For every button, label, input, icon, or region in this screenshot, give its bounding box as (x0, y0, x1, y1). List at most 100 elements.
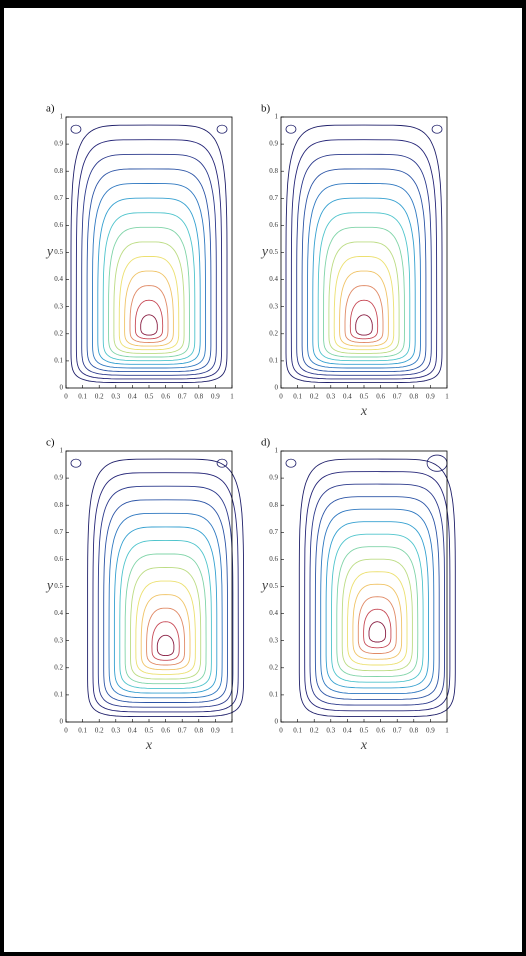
y-tick-label: 0.5 (269, 248, 278, 256)
plot-box (280, 116, 448, 389)
y-tick-label: 0.4 (54, 609, 63, 617)
corner-eddy (285, 124, 297, 134)
y-tick-label: 0 (275, 384, 279, 392)
x-tick-label: 0.7 (393, 727, 402, 735)
x-tick-label: 0.1 (293, 393, 302, 401)
contour (118, 256, 180, 351)
y-tick-label: 0.7 (269, 194, 278, 202)
y-tick-label: 0.2 (269, 663, 278, 671)
contour (156, 634, 175, 657)
contour (124, 270, 174, 347)
x-tick-label: 0.9 (211, 727, 220, 735)
x-tick-label: 0.4 (343, 727, 352, 735)
contour (146, 607, 186, 666)
y-tick-label: 0 (60, 384, 64, 392)
x-tick-label: 0.2 (95, 727, 104, 735)
contour (140, 314, 158, 336)
x-tick-label: 0.2 (310, 393, 319, 401)
contour (86, 168, 212, 373)
x-tick-label: 0.7 (178, 393, 187, 401)
x-tick-label: 0.8 (194, 727, 203, 735)
contour (336, 546, 419, 677)
x-tick-label: 0.9 (211, 393, 220, 401)
corner-eddy (431, 124, 443, 134)
x-tick-label: 0.4 (343, 393, 352, 401)
x-tick-label: 1 (445, 393, 449, 401)
panel-label: d) (261, 437, 271, 449)
panel-label: a) (46, 103, 55, 115)
x-tick-label: 0.5 (360, 393, 369, 401)
contour (296, 153, 432, 376)
y-axis-label: y (45, 245, 54, 260)
contour (357, 596, 397, 654)
contour (363, 608, 392, 649)
x-tick-label: 0.2 (310, 727, 319, 735)
y-tick-label: 0.8 (54, 167, 63, 175)
y-tick-label: 0.5 (54, 248, 63, 256)
x-tick-label: 0.6 (161, 393, 170, 401)
x-axis-label: x (360, 738, 368, 753)
contour (301, 168, 427, 373)
x-tick-label: 0 (279, 393, 283, 401)
corner-eddy (285, 458, 297, 468)
y-tick-label: 0.1 (54, 357, 63, 365)
y-tick-label: 0 (60, 718, 64, 726)
x-tick-label: 0.1 (293, 727, 302, 735)
contour (70, 124, 228, 384)
panel-label: c) (46, 437, 55, 449)
y-tick-label: 0.9 (269, 474, 278, 482)
contour (285, 124, 443, 384)
contour (298, 458, 456, 718)
y-tick-label: 0.6 (269, 555, 278, 563)
y-tick-label: 0.3 (269, 302, 278, 310)
x-axis-label: x (360, 404, 368, 419)
x-tick-label: 0.5 (360, 727, 369, 735)
y-tick-label: 1 (275, 447, 279, 455)
x-tick-label: 1 (230, 727, 234, 735)
y-tick-label: 1 (275, 113, 279, 121)
y-tick-label: 0.9 (54, 140, 63, 148)
contour (92, 472, 239, 713)
y-tick-label: 0.6 (54, 221, 63, 229)
x-tick-label: 1 (445, 727, 449, 735)
contour (151, 621, 180, 661)
x-tick-label: 1 (230, 393, 234, 401)
x-tick-label: 0 (64, 393, 68, 401)
contour (312, 197, 416, 365)
y-tick-label: 0.6 (269, 221, 278, 229)
y-axis-label: y (260, 245, 269, 260)
top-bar (0, 0, 526, 8)
x-tick-label: 0.9 (426, 393, 435, 401)
x-tick-label: 0.3 (326, 727, 335, 735)
contour (347, 571, 408, 666)
x-tick-label: 0.4 (128, 393, 137, 401)
y-tick-label: 0.4 (269, 609, 278, 617)
y-tick-label: 0.8 (269, 501, 278, 509)
corner-eddy (70, 124, 82, 134)
contour (113, 241, 185, 354)
contour (130, 567, 202, 680)
contour (344, 285, 384, 343)
x-tick-label: 0.3 (326, 393, 335, 401)
contour (129, 285, 169, 343)
x-tick-label: 0.6 (376, 393, 385, 401)
x-tick-label: 0.4 (128, 727, 137, 735)
y-tick-label: 0.8 (269, 167, 278, 175)
contour (140, 594, 191, 671)
contour (108, 512, 223, 699)
corner-eddy (216, 458, 228, 468)
plot-box (65, 116, 233, 389)
contour (333, 256, 395, 351)
y-tick-label: 0.1 (269, 691, 278, 699)
contour (330, 533, 424, 683)
contour (103, 499, 228, 703)
contour (87, 458, 245, 718)
x-tick-label: 0.8 (409, 727, 418, 735)
x-tick-label: 0.8 (194, 393, 203, 401)
y-tick-label: 0.5 (54, 582, 63, 590)
plot-box (280, 450, 448, 723)
contour (323, 226, 405, 358)
panel-label: b) (261, 103, 271, 115)
